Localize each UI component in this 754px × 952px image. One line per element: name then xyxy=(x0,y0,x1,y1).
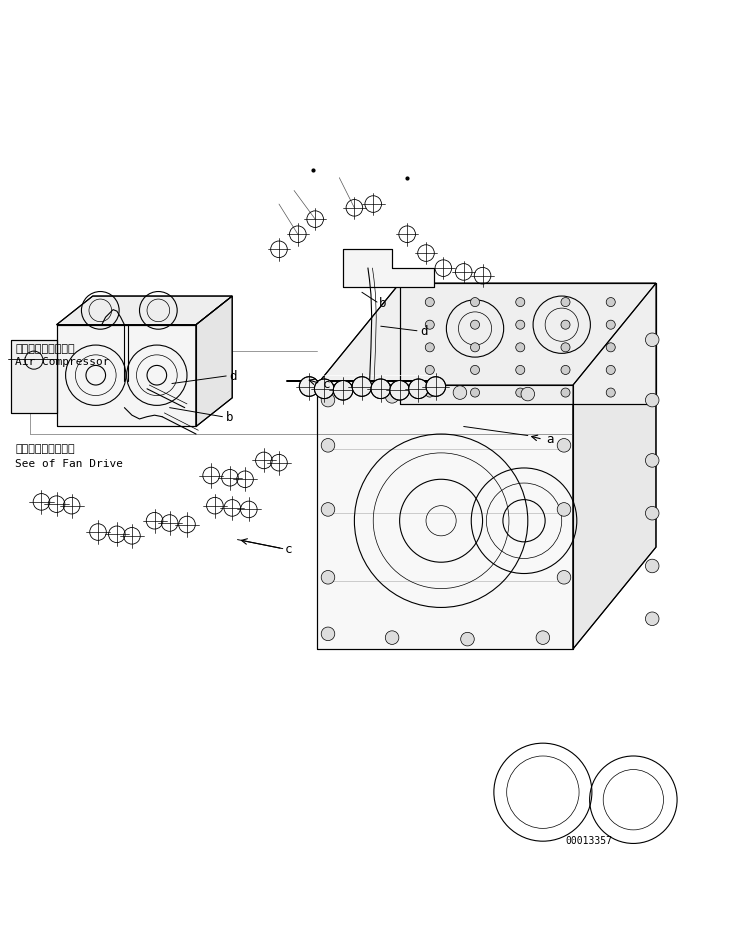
Circle shape xyxy=(321,439,335,452)
Circle shape xyxy=(425,366,434,375)
Circle shape xyxy=(561,321,570,330)
Circle shape xyxy=(645,394,659,407)
Text: b: b xyxy=(379,296,386,309)
Circle shape xyxy=(521,387,535,402)
Circle shape xyxy=(557,571,571,585)
Circle shape xyxy=(561,366,570,375)
Circle shape xyxy=(557,503,571,517)
Circle shape xyxy=(426,377,446,397)
Polygon shape xyxy=(573,284,656,649)
Circle shape xyxy=(645,560,659,573)
Polygon shape xyxy=(400,284,656,405)
Polygon shape xyxy=(57,326,196,427)
Text: c: c xyxy=(323,377,330,390)
Circle shape xyxy=(645,333,659,347)
Circle shape xyxy=(461,633,474,646)
Text: d: d xyxy=(229,369,237,383)
Circle shape xyxy=(321,627,335,641)
Circle shape xyxy=(425,344,434,352)
Circle shape xyxy=(536,631,550,645)
Circle shape xyxy=(645,612,659,625)
Circle shape xyxy=(606,388,615,398)
Circle shape xyxy=(385,631,399,645)
Text: エアーコンプレッサ: エアーコンプレッサ xyxy=(15,344,75,354)
Polygon shape xyxy=(196,297,232,427)
Polygon shape xyxy=(343,250,434,288)
Circle shape xyxy=(645,506,659,521)
Circle shape xyxy=(470,344,480,352)
Circle shape xyxy=(516,366,525,375)
Text: a: a xyxy=(547,432,554,446)
Circle shape xyxy=(557,439,571,452)
Circle shape xyxy=(333,381,353,401)
Circle shape xyxy=(385,390,399,404)
Text: Air Compressor: Air Compressor xyxy=(15,357,109,367)
Circle shape xyxy=(321,571,335,585)
Polygon shape xyxy=(317,284,656,386)
Circle shape xyxy=(516,298,525,307)
Text: c: c xyxy=(285,542,293,555)
Text: d: d xyxy=(421,325,428,337)
Circle shape xyxy=(606,366,615,375)
Circle shape xyxy=(371,380,391,399)
Polygon shape xyxy=(57,297,232,326)
Circle shape xyxy=(516,344,525,352)
Circle shape xyxy=(470,366,480,375)
Circle shape xyxy=(470,298,480,307)
Text: ファンドライブ参照: ファンドライブ参照 xyxy=(15,443,75,453)
Circle shape xyxy=(314,380,334,399)
Circle shape xyxy=(453,387,467,400)
Text: 00013357: 00013357 xyxy=(566,836,612,845)
Circle shape xyxy=(425,298,434,307)
Circle shape xyxy=(299,377,319,397)
Polygon shape xyxy=(11,341,57,413)
Circle shape xyxy=(390,381,409,401)
Circle shape xyxy=(425,388,434,398)
Circle shape xyxy=(561,344,570,352)
Circle shape xyxy=(425,321,434,330)
Circle shape xyxy=(606,298,615,307)
Text: See of Fan Drive: See of Fan Drive xyxy=(15,458,123,468)
Circle shape xyxy=(516,321,525,330)
Circle shape xyxy=(561,388,570,398)
Circle shape xyxy=(606,321,615,330)
Circle shape xyxy=(321,394,335,407)
Circle shape xyxy=(645,454,659,467)
Circle shape xyxy=(516,388,525,398)
Polygon shape xyxy=(317,386,573,649)
Circle shape xyxy=(409,380,428,399)
Circle shape xyxy=(470,388,480,398)
Circle shape xyxy=(561,298,570,307)
Circle shape xyxy=(352,377,372,397)
Circle shape xyxy=(470,321,480,330)
Circle shape xyxy=(606,344,615,352)
Text: b: b xyxy=(226,411,234,424)
Circle shape xyxy=(321,503,335,517)
